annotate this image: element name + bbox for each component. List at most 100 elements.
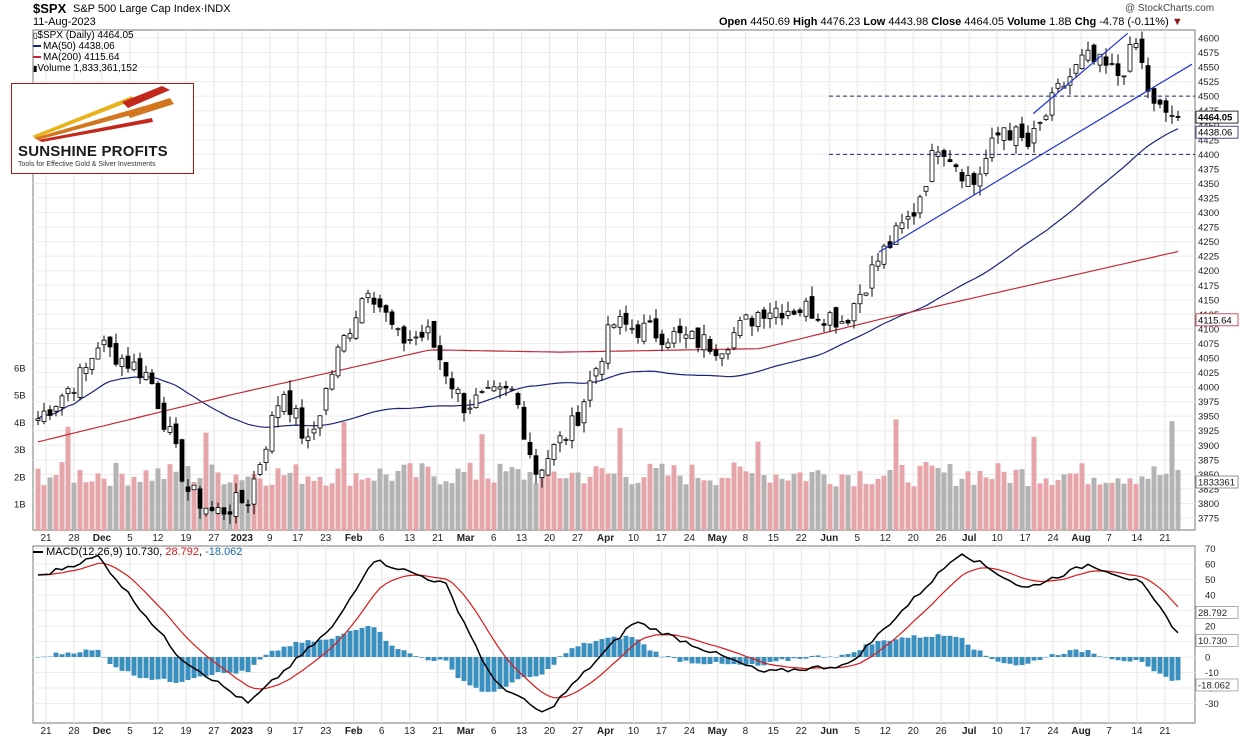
candle-body bbox=[1055, 82, 1061, 89]
candle-body bbox=[77, 367, 83, 398]
x-tick-label-macd: 5 bbox=[854, 726, 860, 737]
volume-bar bbox=[395, 471, 401, 531]
candle-body bbox=[983, 158, 989, 175]
macd-last-tag bbox=[1195, 606, 1239, 619]
macd-histogram-bar bbox=[335, 635, 341, 657]
volume-bar bbox=[761, 475, 767, 531]
y-tick-label: 3875 bbox=[1198, 455, 1219, 466]
candle-body bbox=[617, 316, 623, 328]
candle-body bbox=[851, 303, 857, 322]
volume-bar bbox=[815, 470, 821, 531]
volume-bar bbox=[1097, 484, 1103, 531]
y-tick-label: 4600 bbox=[1198, 34, 1219, 45]
candle-body bbox=[119, 357, 125, 367]
x-tick-label-macd: 19 bbox=[180, 726, 192, 737]
volume-bar bbox=[1139, 476, 1145, 531]
volume-bar bbox=[1055, 480, 1061, 531]
candle-body bbox=[233, 492, 239, 517]
volume-tick-label: 4B bbox=[14, 418, 26, 429]
macd-histogram-bar bbox=[287, 646, 293, 657]
macd-histogram-bar bbox=[269, 650, 275, 657]
volume-bar bbox=[35, 468, 41, 531]
volume-tick-label: 1B bbox=[14, 500, 26, 511]
volume-bar bbox=[965, 471, 971, 531]
x-tick-label-macd: Jul bbox=[962, 726, 977, 737]
y-tick-label: 3950 bbox=[1198, 412, 1219, 423]
macd-histogram-bar bbox=[785, 657, 791, 661]
x-tick-label-macd: 12 bbox=[152, 726, 164, 737]
candle-body bbox=[191, 484, 197, 491]
sunshine-profits-logo: SUNSHINE PROFITS Tools for Effective Gol… bbox=[11, 83, 194, 174]
volume-bar bbox=[485, 478, 491, 531]
volume-bar bbox=[143, 470, 149, 531]
macd-histogram-bar bbox=[707, 657, 713, 664]
macd-last-tag bbox=[1195, 678, 1239, 692]
macd-histogram-bar bbox=[275, 650, 281, 657]
candle-body bbox=[239, 489, 245, 504]
volume-bar bbox=[707, 480, 713, 531]
volume-bar bbox=[203, 432, 209, 531]
ticker-text: $SPX bbox=[33, 1, 67, 16]
candle-body bbox=[359, 298, 365, 324]
volume-bar bbox=[371, 480, 377, 531]
candle-body bbox=[791, 310, 797, 315]
volume-bar bbox=[857, 471, 863, 531]
macd-histogram-bar bbox=[473, 657, 479, 688]
y-tick-label: 4275 bbox=[1198, 223, 1219, 234]
volume-bar bbox=[209, 464, 215, 531]
macd-histogram-bar bbox=[1169, 657, 1175, 681]
x-tick-label: 20 bbox=[908, 533, 920, 544]
volume-bar bbox=[383, 474, 389, 531]
volume-bar bbox=[1019, 469, 1025, 531]
x-tick-label: Mar bbox=[457, 533, 475, 544]
volume-bar bbox=[167, 464, 173, 531]
macd-label: MACD(12,26,9) bbox=[46, 546, 123, 558]
macd-histogram-bar bbox=[965, 644, 971, 657]
candle-body bbox=[1139, 38, 1145, 63]
legend-ma50: MA(50) 4438.06 bbox=[33, 41, 115, 52]
macd-last-tag bbox=[1195, 633, 1239, 647]
macd-histogram-bar bbox=[809, 655, 815, 657]
x-tick-label: 2023 bbox=[231, 533, 254, 544]
volume-bar bbox=[215, 472, 221, 531]
volume-bar bbox=[713, 485, 719, 531]
x-tick-label: 19 bbox=[180, 533, 192, 544]
macd-histogram-bar bbox=[575, 646, 581, 657]
x-tick-label: 12 bbox=[152, 533, 164, 544]
macd-histogram-bar bbox=[41, 656, 47, 658]
macd-histogram-bar bbox=[35, 657, 41, 658]
macd-histogram-bar bbox=[239, 657, 245, 671]
x-tick-label: Apr bbox=[597, 533, 614, 544]
macd-histogram-bar bbox=[635, 639, 641, 657]
x-tick-label-macd: 20 bbox=[544, 726, 556, 737]
macd-swatch bbox=[33, 551, 43, 554]
macd-histogram-bar bbox=[911, 635, 917, 657]
signal-value: 28.792 bbox=[165, 546, 199, 558]
macd-histogram-bar bbox=[875, 640, 881, 657]
candle-body bbox=[431, 320, 437, 348]
macd-histogram-bar bbox=[251, 657, 257, 665]
candle-body bbox=[995, 132, 1001, 136]
volume-bar bbox=[509, 467, 515, 531]
y-tick-label: 4200 bbox=[1198, 266, 1219, 277]
x-tick-label-macd: 6 bbox=[491, 726, 497, 737]
volume-bar bbox=[293, 464, 299, 531]
macd-histogram-bar bbox=[953, 636, 959, 657]
volume-bar bbox=[575, 472, 581, 531]
candle-body bbox=[41, 410, 47, 423]
legend-ma200: MA(200) 4115.64 bbox=[33, 52, 120, 63]
macd-histogram-bar bbox=[659, 656, 665, 658]
x-tick-label-macd: May bbox=[708, 726, 728, 737]
candle-body bbox=[893, 225, 899, 245]
candle-body bbox=[545, 458, 551, 476]
candle-body bbox=[917, 196, 923, 214]
macd-histogram-bar bbox=[773, 657, 779, 662]
signal-line bbox=[37, 562, 1179, 699]
bars-icon: ▮ bbox=[33, 64, 38, 73]
watermark: @ StockCharts.com bbox=[1125, 3, 1215, 14]
macd-last-text: 28.792 bbox=[1198, 608, 1227, 619]
volume-bar bbox=[1043, 478, 1049, 531]
candle-body bbox=[215, 507, 221, 514]
candle-body bbox=[335, 346, 341, 377]
macd-histogram-bar bbox=[263, 654, 269, 657]
